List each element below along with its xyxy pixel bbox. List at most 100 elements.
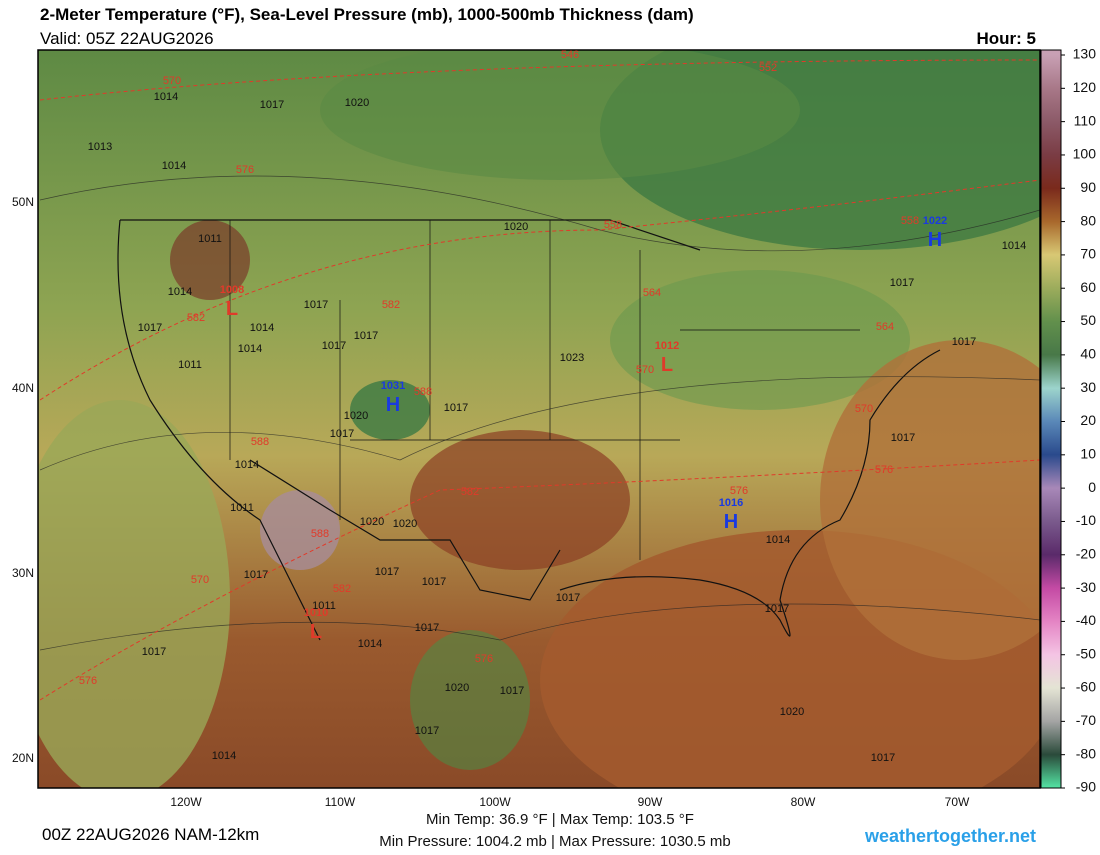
pressure-label: 1011 — [198, 233, 222, 245]
lat-label: 20N — [12, 751, 34, 765]
temp-extremes: Min Temp: 36.9 °F | Max Temp: 103.5 °F — [426, 811, 694, 828]
thickness-label: 570 — [191, 574, 209, 586]
thickness-label: 570 — [855, 403, 873, 415]
pressure-label: 1017 — [244, 569, 268, 581]
pressure-label: 1017 — [422, 576, 446, 588]
lon-label: 80W — [791, 795, 816, 809]
valid-time: Valid: 05Z 22AUG2026 — [40, 29, 214, 48]
center-value: 1022 — [923, 215, 947, 227]
hot-spot — [260, 490, 340, 570]
colorbar-label: 120 — [1073, 79, 1097, 95]
colorbar-label: -40 — [1076, 612, 1096, 628]
pressure-label: 1017 — [890, 277, 914, 289]
lat-label: 40N — [12, 381, 34, 395]
lon-label: 100W — [479, 795, 511, 809]
pressure-label: 1017 — [765, 603, 789, 615]
colorbar-label: 20 — [1080, 412, 1096, 428]
thickness-label: 576 — [475, 653, 493, 665]
center-value: 1010 — [304, 607, 328, 619]
cool-region — [320, 50, 800, 180]
pressure-label: 1017 — [891, 432, 915, 444]
colorbar-label: 0 — [1088, 479, 1096, 495]
colorbar-label: -20 — [1076, 545, 1096, 561]
pressure-label: 1017 — [142, 646, 166, 658]
center-letter: H — [928, 229, 942, 251]
ocean-region — [38, 400, 230, 788]
center-letter: L — [226, 298, 238, 320]
center-letter: H — [724, 511, 738, 533]
colorbar-label: 110 — [1074, 112, 1097, 128]
pressure-label: 1011 — [312, 600, 336, 612]
thickness-label: 564 — [876, 321, 894, 333]
map-area — [38, 50, 1040, 788]
colorbar-label: 100 — [1073, 146, 1097, 162]
pressure-label: 1020 — [445, 682, 469, 694]
pressure-label: 1017 — [952, 336, 976, 348]
pressure-label: 1014 — [162, 160, 186, 172]
pressure-label: 1017 — [556, 592, 580, 604]
pressure-label: 1014 — [358, 638, 382, 650]
pressure-label: 1017 — [304, 299, 328, 311]
center-letter: H — [386, 394, 400, 416]
lat-label: 30N — [12, 566, 34, 580]
pressure-label: 1023 — [560, 352, 584, 364]
hot-region — [410, 430, 630, 570]
pressure-label: 1017 — [138, 322, 162, 334]
pressure-label: 1017 — [871, 752, 895, 764]
colorbar-label: 10 — [1080, 446, 1096, 462]
pressure-label: 1014 — [235, 459, 259, 471]
center-value: 1016 — [719, 497, 743, 509]
site-credit: weathertogether.net — [864, 826, 1036, 846]
pressure-label: 1011 — [178, 359, 202, 371]
pressure-label: 1017 — [260, 99, 284, 111]
cool-region — [610, 270, 910, 410]
thickness-label: 588 — [414, 386, 432, 398]
pressure-label: 1017 — [415, 622, 439, 634]
colorbar-label: -10 — [1076, 512, 1096, 528]
thickness-label: 588 — [251, 436, 269, 448]
pressure-label: 1014 — [154, 91, 178, 103]
colorbar-label: 50 — [1080, 312, 1096, 328]
coastline — [117, 219, 321, 641]
thickness-label: 582 — [461, 486, 479, 498]
map-frame — [37, 49, 1041, 789]
thickness-label: 576 — [875, 464, 893, 476]
center-letter: L — [310, 621, 322, 643]
pressure-label: 1014 — [212, 750, 236, 762]
colorbar-label: -30 — [1076, 579, 1096, 595]
colorbar — [1040, 49, 1062, 789]
pressure-label: 1017 — [354, 330, 378, 342]
forecast-hour: Hour: 5 — [977, 29, 1037, 48]
border — [249, 459, 561, 601]
border — [120, 219, 701, 251]
pressure-label: 1020 — [360, 516, 384, 528]
colorbar-label: 80 — [1080, 212, 1096, 228]
colorbar-label: -60 — [1076, 679, 1096, 695]
pressure-label: 1020 — [393, 518, 417, 530]
colorbar-label: 60 — [1080, 279, 1096, 295]
pressure-label: 1017 — [500, 685, 524, 697]
pressure-label: 1020 — [504, 221, 528, 233]
thickness-label: 558 — [604, 219, 622, 231]
pressure-label: 1013 — [88, 141, 112, 153]
thickness-label: 564 — [643, 287, 661, 299]
thickness-label: 588 — [311, 528, 329, 540]
thickness-label: 582 — [187, 312, 205, 324]
colorbar-label: -90 — [1076, 779, 1096, 795]
coastline — [559, 349, 941, 637]
pressure-label: 1014 — [1002, 240, 1026, 252]
lon-label: 120W — [170, 795, 202, 809]
warm-ocean — [820, 340, 1040, 660]
thickness-lines — [39, 59, 1040, 701]
lat-label: 50N — [12, 195, 34, 209]
pressure-label: 1014 — [250, 322, 274, 334]
title: 2-Meter Temperature (°F), Sea-Level Pres… — [40, 5, 694, 24]
thickness-label: 552 — [759, 62, 777, 74]
model-run: 00Z 22AUG2026 NAM-12km — [42, 825, 259, 844]
pressure-label: 1017 — [444, 402, 468, 414]
pressure-label: 1020 — [344, 410, 368, 422]
pressure-label: 1017 — [330, 428, 354, 440]
colorbar-label: 40 — [1080, 346, 1096, 362]
cool-region — [410, 630, 530, 770]
